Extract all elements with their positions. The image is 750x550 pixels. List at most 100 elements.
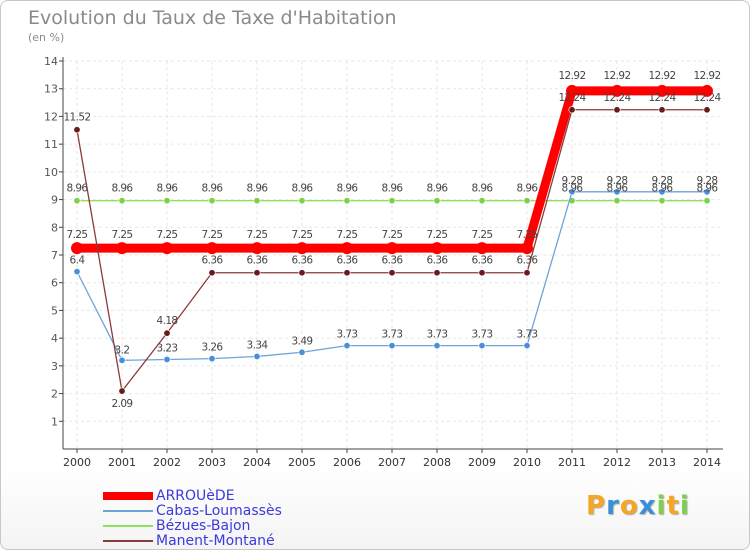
- y-tick-label: 5: [51, 304, 58, 317]
- y-axis-unit-label: (en %): [28, 31, 65, 44]
- data-point-0: [341, 242, 353, 255]
- data-label-0: 12.92: [603, 70, 630, 82]
- data-point-2: [478, 197, 486, 205]
- data-point-1: [343, 342, 351, 350]
- data-point-0: [386, 242, 398, 255]
- x-tick-label: 2003: [198, 456, 226, 469]
- data-point-3: [568, 106, 576, 114]
- data-label-1: 3.73: [517, 329, 538, 341]
- data-label-0: 12.92: [648, 70, 675, 82]
- y-tick-label: 1: [51, 415, 58, 428]
- legend-swatch-bezues-bajon: [103, 525, 153, 527]
- data-label-0: 7.25: [247, 229, 268, 241]
- y-tick-label: 4: [51, 332, 58, 345]
- data-point-2: [523, 197, 531, 205]
- x-tick-label: 2005: [288, 456, 316, 469]
- data-point-2: [343, 197, 351, 205]
- data-point-3: [208, 269, 216, 277]
- data-label-3: 4.18: [157, 315, 178, 327]
- legend-label-bezues-bajon: Bézues-Bajon: [156, 518, 251, 534]
- data-point-2: [388, 197, 396, 205]
- chart-title: Evolution du Taux de Taxe d'Habitation: [28, 7, 397, 29]
- data-label-0: 7.25: [67, 229, 88, 241]
- data-point-0: [206, 242, 218, 255]
- data-point-3: [343, 269, 351, 277]
- y-tick-label: 13: [44, 83, 58, 96]
- legend-label-arrouede: ARROUèDE: [156, 488, 235, 504]
- y-tick-label: 7: [51, 249, 58, 262]
- data-label-2: 8.96: [472, 183, 494, 195]
- data-label-3: 12.24: [693, 92, 721, 104]
- data-point-0: [296, 242, 308, 255]
- data-label-1: 6.4: [70, 255, 86, 267]
- data-label-1: 3.73: [472, 329, 493, 341]
- data-label-1: 3.73: [337, 329, 358, 341]
- logo-letter: r: [606, 491, 620, 521]
- data-label-2: 8.96: [337, 183, 359, 195]
- logo-letter: P: [586, 491, 607, 521]
- y-tick-label: 10: [44, 166, 58, 179]
- data-label-0: 12.92: [558, 70, 585, 82]
- data-point-2: [433, 197, 441, 205]
- data-point-1: [658, 188, 666, 196]
- data-point-0: [566, 84, 578, 97]
- x-tick-label: 2000: [63, 456, 91, 469]
- logo-letter: x: [638, 491, 657, 521]
- data-label-1: 3.34: [247, 339, 269, 351]
- data-label-2: 8.96: [427, 183, 449, 195]
- data-point-1: [613, 188, 621, 196]
- y-tick-label: 3: [51, 360, 58, 373]
- data-point-1: [253, 352, 261, 360]
- data-label-0: 7.25: [112, 229, 133, 241]
- data-point-2: [703, 197, 711, 205]
- data-point-0: [431, 242, 443, 255]
- data-label-2: 8.96: [67, 183, 89, 195]
- data-point-3: [253, 269, 261, 277]
- data-label-1: 3.49: [292, 335, 313, 347]
- data-point-3: [613, 106, 621, 114]
- data-label-3: 12.24: [558, 92, 586, 104]
- x-tick-label: 2011: [558, 456, 586, 469]
- data-point-1: [388, 342, 396, 350]
- data-label-0: 7.25: [292, 229, 313, 241]
- data-point-1: [523, 342, 531, 350]
- data-point-3: [478, 269, 486, 277]
- data-label-1: 3.26: [202, 342, 224, 354]
- x-tick-label: 2001: [108, 456, 136, 469]
- data-label-2: 8.96: [157, 183, 179, 195]
- data-label-2: 8.96: [112, 183, 134, 195]
- data-point-2: [163, 197, 171, 205]
- proxiti-logo: Proxiti: [586, 491, 690, 521]
- data-point-1: [703, 188, 711, 196]
- data-point-3: [73, 126, 81, 134]
- data-point-0: [521, 242, 533, 255]
- data-label-1: 3.2: [115, 344, 130, 356]
- data-label-1: 9.28: [652, 175, 673, 187]
- data-label-0: 7.25: [517, 229, 538, 241]
- data-label-2: 8.96: [562, 183, 584, 195]
- data-label-3: 12.24: [603, 92, 631, 104]
- x-tick-label: 2013: [648, 456, 676, 469]
- data-label-3: 6.36: [247, 255, 269, 267]
- data-point-1: [73, 268, 81, 276]
- data-label-2: 8.96: [202, 183, 224, 195]
- data-label-3: 11.52: [63, 112, 90, 124]
- x-tick-label: 2004: [243, 456, 271, 469]
- data-label-1: 9.28: [697, 175, 718, 187]
- data-label-2: 8.96: [607, 183, 629, 195]
- x-tick-label: 2009: [468, 456, 496, 469]
- data-point-2: [613, 197, 621, 205]
- data-label-0: 7.25: [337, 229, 358, 241]
- data-label-0: 7.25: [472, 229, 493, 241]
- data-point-3: [163, 329, 171, 337]
- y-tick-label: 6: [51, 277, 58, 290]
- data-point-3: [703, 106, 711, 114]
- data-point-1: [568, 188, 576, 196]
- data-label-3: 6.36: [472, 255, 494, 267]
- data-point-0: [71, 242, 83, 255]
- data-point-1: [433, 342, 441, 350]
- legend-label-cabas-loumasses: Cabas-Loumassès: [156, 503, 282, 519]
- data-label-3: 6.36: [337, 255, 359, 267]
- x-tick-label: 2002: [153, 456, 181, 469]
